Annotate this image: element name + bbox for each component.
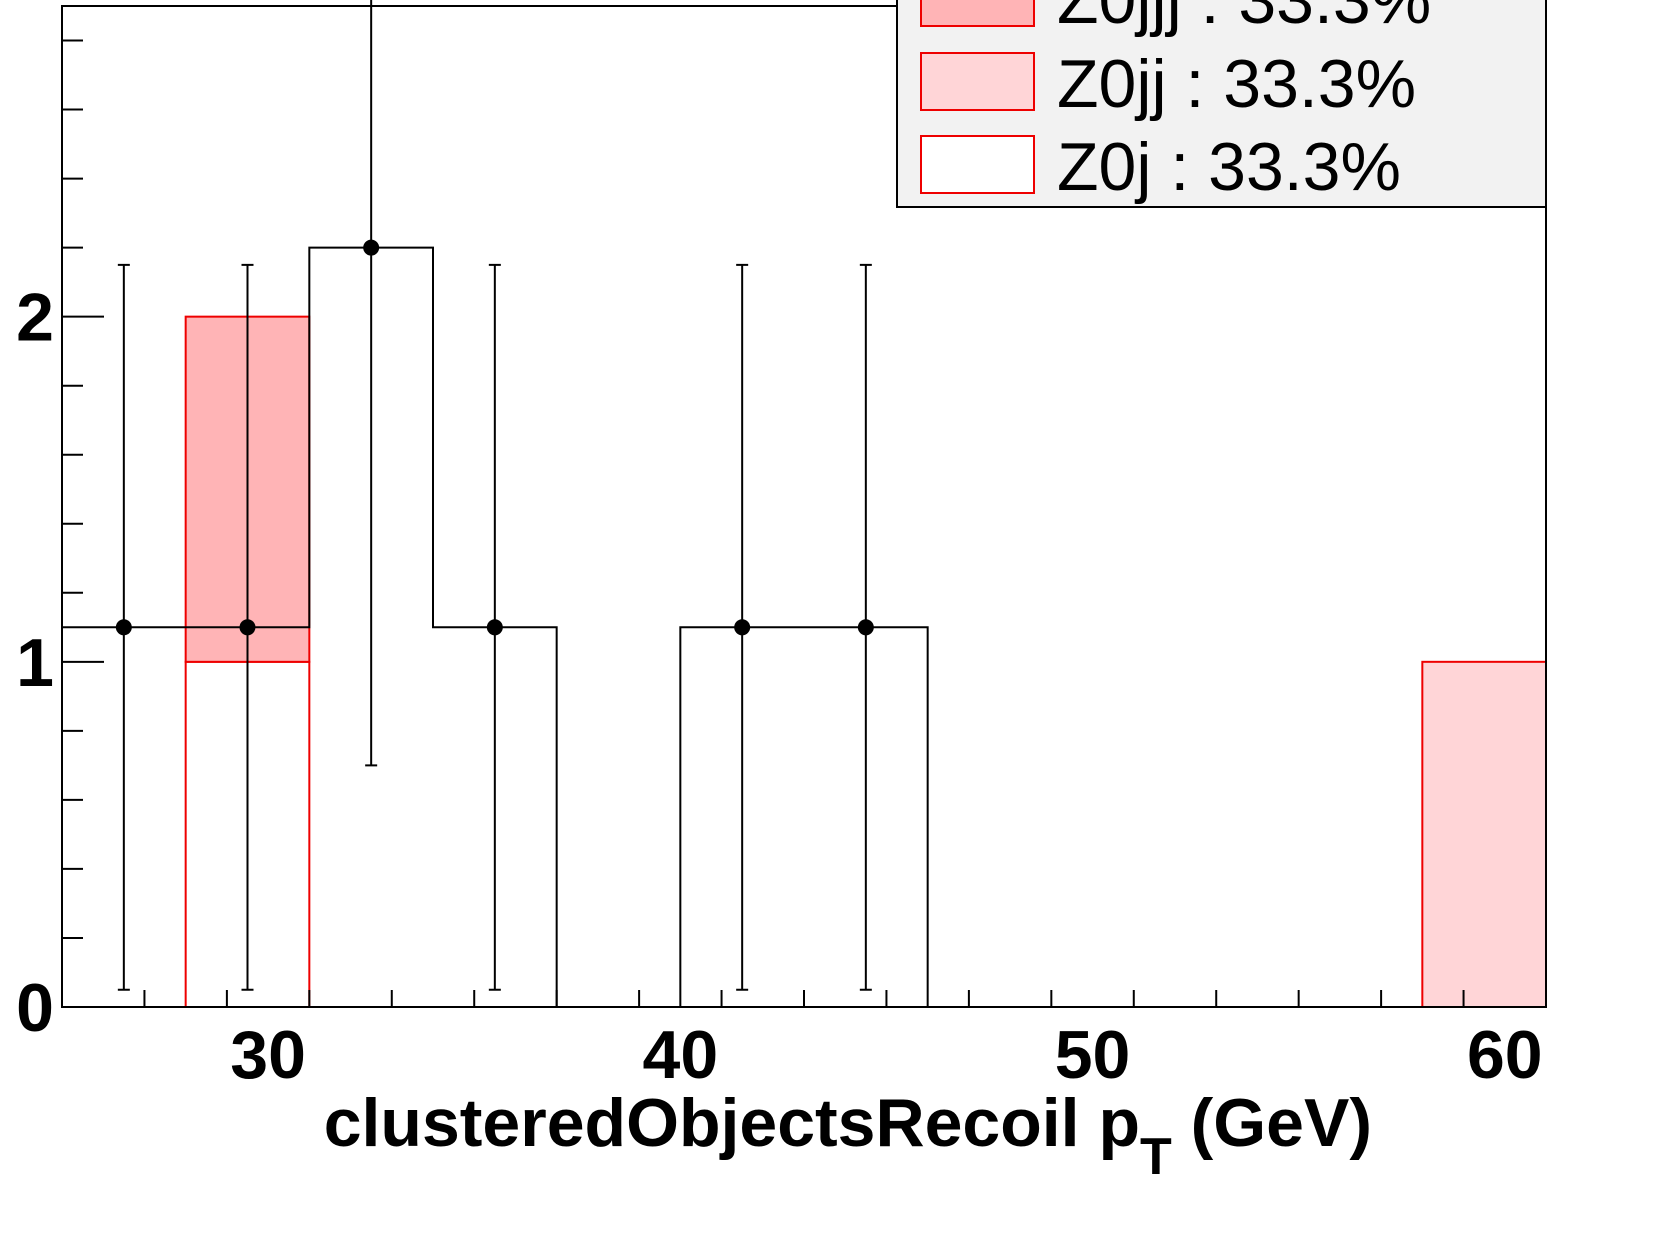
legend-label-z0j: Z0j : 33.3% (1057, 129, 1401, 205)
y-tick-labels: 0 1 2 (16, 280, 54, 1046)
x-axis-title: clusteredObjectsRecoil pT (GeV) (324, 1085, 1372, 1186)
data-points (115, 0, 874, 991)
data-point (857, 619, 874, 636)
x-tick-label: 50 (1055, 1017, 1131, 1093)
stacked-histograms (62, 315, 1548, 1008)
legend-swatch-z0jjj (920, 0, 1035, 27)
x-tick-label: 30 (230, 1017, 306, 1093)
x-tick-label: 40 (643, 1017, 719, 1093)
data-point (363, 239, 380, 256)
y-tick-label: 2 (16, 280, 54, 356)
legend-label-z0jjj: Z0jjj : 33.3% (1057, 0, 1431, 38)
x-tick-label: 60 (1467, 1017, 1543, 1093)
data-point (486, 619, 503, 636)
y-tick-label: 0 (16, 970, 54, 1046)
data-point (734, 619, 751, 636)
data-histogram (62, 246, 929, 1008)
legend-label-z0jj: Z0jj : 33.3% (1057, 46, 1416, 122)
x-tick-labels: 30 40 50 60 (230, 1017, 1542, 1093)
axis-ticks (61, 39, 1547, 1008)
data-point (239, 619, 256, 636)
legend-swatch-z0j (920, 135, 1035, 194)
y-tick-label: 1 (16, 625, 54, 701)
data-point (115, 619, 132, 636)
data-histogram-line (62, 246, 929, 1008)
stack-bar-z0jj (1421, 660, 1548, 1008)
legend-swatch-z0jj (920, 52, 1035, 111)
legend: Z0jjj : 33.3% Z0jj : 33.3%Z0j : 33.3% (896, 0, 1547, 208)
